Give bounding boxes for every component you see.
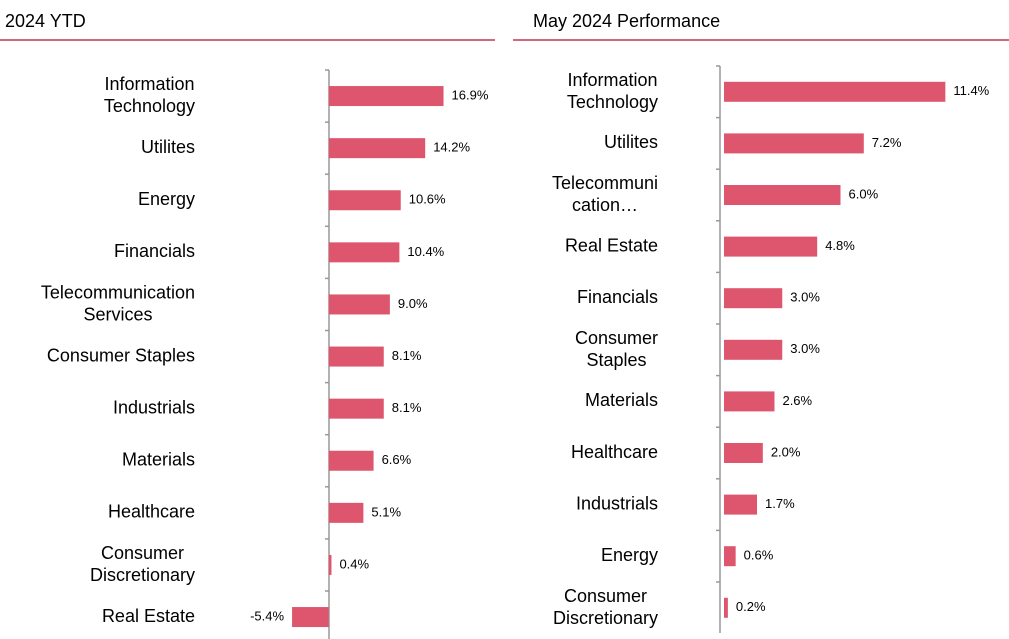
category-label: Energy — [138, 189, 195, 209]
bar — [724, 339, 783, 360]
bar — [724, 443, 763, 463]
bar — [724, 597, 728, 618]
bar — [328, 346, 384, 367]
category-label: Utilites — [141, 137, 195, 157]
category-label: Materials — [585, 390, 658, 410]
value-label: 1.7% — [765, 496, 795, 511]
value-label: 7.2% — [872, 135, 902, 150]
value-label: 0.4% — [339, 556, 369, 571]
bar — [724, 81, 946, 102]
value-label: 10.6% — [409, 192, 446, 207]
category-label: Financials — [114, 241, 195, 261]
value-label: 0.2% — [736, 599, 766, 614]
bar — [328, 450, 374, 471]
value-label: 8.1% — [392, 348, 422, 363]
category-label: Consumer Discretionary — [553, 586, 658, 628]
value-label: 10.4% — [407, 244, 444, 259]
value-label: 8.1% — [392, 400, 422, 415]
chart-title: 2024 YTD — [5, 11, 86, 31]
category-label: Utilites — [604, 132, 658, 152]
value-label: 16.9% — [452, 87, 489, 102]
bar — [292, 607, 329, 628]
value-label: 2.6% — [782, 393, 812, 408]
value-label: 6.0% — [849, 186, 879, 201]
category-label: Real Estate — [565, 235, 658, 255]
value-label: 4.8% — [825, 238, 855, 253]
bar — [724, 546, 736, 567]
bar — [328, 398, 384, 419]
category-label: Consumer Staples — [47, 345, 195, 365]
value-label: 3.0% — [790, 341, 820, 356]
value-label: -5.4% — [250, 608, 284, 623]
category-label: Healthcare — [571, 442, 658, 462]
bar — [328, 294, 390, 315]
category-label: Financials — [577, 287, 658, 307]
bar — [328, 190, 401, 211]
category-label: Consumer Discretionary — [90, 543, 195, 585]
category-label: Telecommunication Services — [41, 282, 195, 324]
bar — [724, 288, 783, 309]
bar — [328, 242, 400, 263]
value-label: 0.6% — [744, 548, 774, 563]
bar — [328, 86, 444, 107]
bar — [724, 236, 818, 257]
category-label: Industrials — [113, 397, 195, 417]
bar — [724, 185, 841, 205]
chart-title: May 2024 Performance — [533, 11, 720, 31]
value-label: 9.0% — [398, 296, 428, 311]
bar — [328, 554, 332, 575]
category-label: Information Technology — [104, 74, 195, 116]
value-label: 3.0% — [790, 290, 820, 305]
category-label: Consumer Staples — [575, 328, 658, 370]
bar — [724, 391, 775, 412]
bar — [724, 133, 864, 154]
value-label: 11.4% — [953, 83, 989, 98]
category-label: Industrials — [576, 493, 658, 513]
bar — [724, 494, 758, 515]
bar — [328, 138, 426, 159]
category-label: Healthcare — [108, 502, 195, 522]
value-label: 2.0% — [771, 444, 801, 459]
value-label: 14.2% — [433, 140, 470, 155]
category-label: Information Technology — [567, 70, 658, 112]
category-label: Real Estate — [102, 606, 195, 626]
value-label: 5.1% — [371, 504, 401, 519]
category-label: Telecommuni cation… — [552, 173, 658, 215]
category-label: Materials — [122, 450, 195, 470]
category-label: Energy — [601, 545, 658, 565]
bar — [328, 502, 364, 523]
value-label: 6.6% — [382, 452, 412, 467]
